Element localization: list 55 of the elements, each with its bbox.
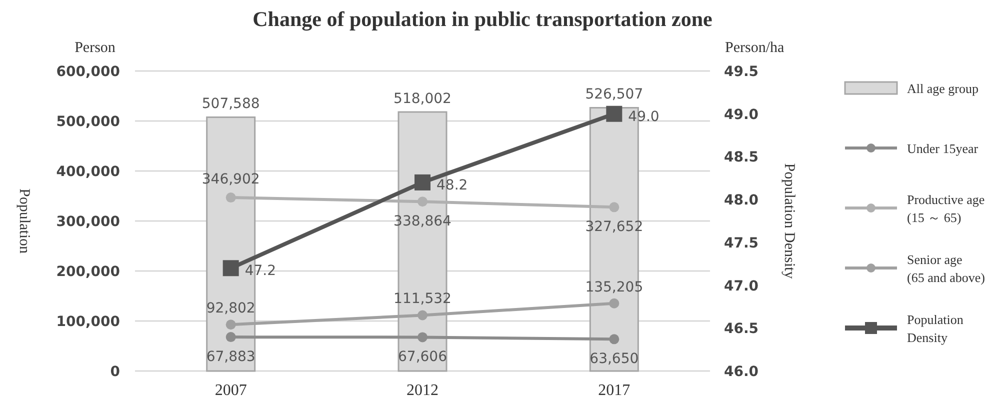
- y-tick-label: 400,000: [56, 164, 120, 180]
- y2-tick-label: 48.5: [724, 150, 759, 166]
- y-tick-label: 100,000: [56, 314, 120, 330]
- legend-label: All age group: [907, 81, 978, 96]
- data-label: 346,902: [202, 172, 260, 188]
- legend-label: Productive age (15 ～ 65): [907, 192, 985, 225]
- point: [226, 320, 236, 330]
- y2-tick-label: 47.0: [724, 278, 759, 294]
- data-label: 63,650: [590, 351, 639, 368]
- point: [226, 192, 236, 203]
- point: [414, 174, 430, 190]
- x-tick-label: 2017: [598, 382, 630, 399]
- y2-tick-label: 46.5: [724, 321, 759, 338]
- point: [609, 298, 620, 308]
- point: [609, 202, 620, 212]
- y2-axis-title: Population Density: [781, 163, 797, 280]
- y2-tick-label: 49.5: [724, 64, 759, 80]
- point: [226, 332, 236, 342]
- text: Person/ha: [725, 40, 784, 56]
- data-label: 338,864: [394, 214, 452, 230]
- data-label: 67,883: [206, 349, 256, 366]
- y-tick-label: 200,000: [56, 264, 120, 280]
- data-label: 518,002: [394, 91, 452, 107]
- legend-label: Under 15year: [907, 141, 979, 156]
- point: [606, 106, 622, 122]
- point: [418, 332, 428, 342]
- y2-tick-label: 49.0: [724, 106, 759, 123]
- data-label: 135,205: [585, 279, 644, 296]
- y-axis-title: Population: [16, 188, 32, 254]
- data-label: 92,802: [206, 300, 256, 317]
- data-label: 47.2: [244, 263, 276, 280]
- point: [418, 310, 428, 320]
- x-tick-label: 2007: [214, 382, 247, 399]
- data-label: 48.2: [436, 177, 468, 194]
- x-tick-label: 2012: [406, 382, 438, 399]
- point: [222, 260, 239, 276]
- data-label: 111,532: [394, 291, 452, 308]
- data-label: 526,507: [585, 86, 644, 103]
- point: [418, 196, 428, 207]
- data-label: 49.0: [628, 108, 660, 125]
- legend-label: Population Density: [907, 312, 964, 345]
- chart-title: Change of population in public transportation zone: [252, 7, 712, 31]
- y2-tick-label: 48.0: [724, 192, 759, 209]
- y-tick-label: 600,000: [56, 64, 120, 80]
- y2-tick-label: 47.5: [724, 235, 759, 252]
- y2-tick-label: 46.0: [724, 364, 759, 380]
- y-tick-label: 300,000: [56, 214, 120, 230]
- legend-label: Senior age (65 and above): [907, 252, 985, 285]
- data-label: 67,606: [398, 349, 448, 366]
- data-label: 327,652: [585, 219, 644, 236]
- y-tick-label: 500,000: [56, 114, 120, 130]
- data-label: 507,588: [202, 96, 260, 112]
- text: Person: [74, 40, 116, 56]
- point: [609, 334, 620, 344]
- y-tick-label: 0: [110, 364, 120, 380]
